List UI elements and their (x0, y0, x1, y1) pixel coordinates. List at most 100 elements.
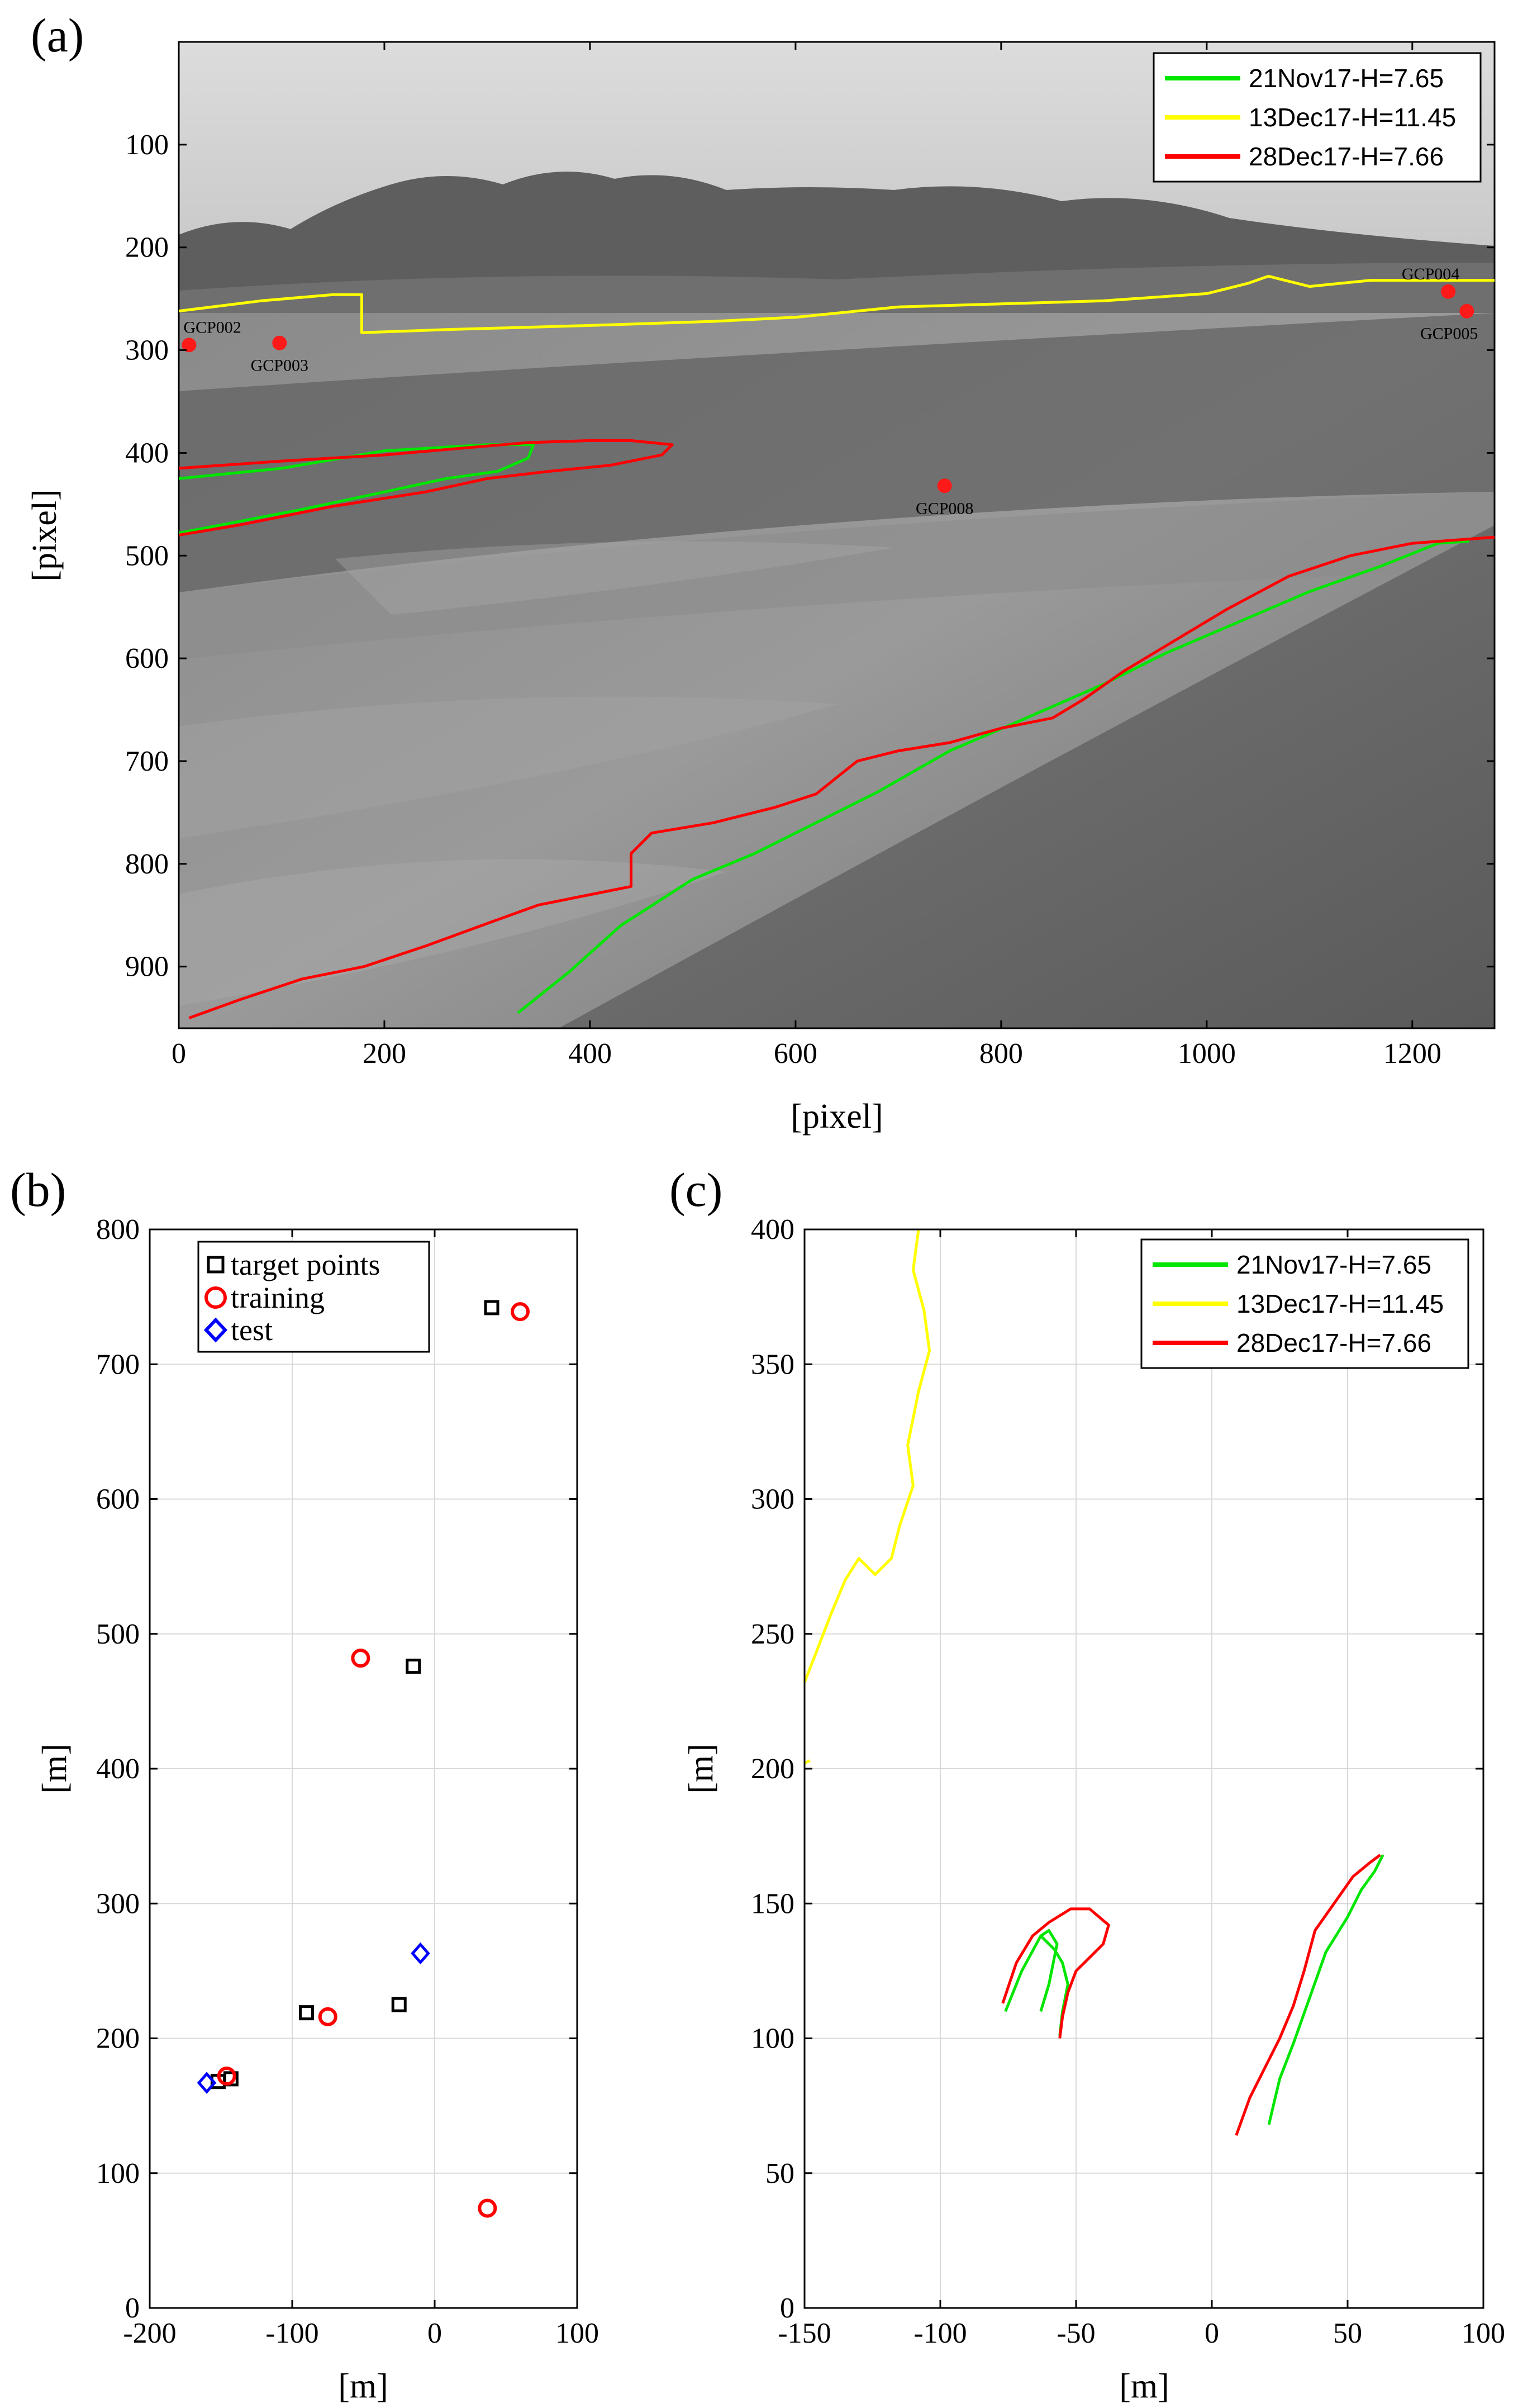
x-tick-label: -50 (1057, 2317, 1095, 2349)
legend-c-text-2: 28Dec17-H=7.66 (1236, 1328, 1431, 1357)
x-tick-label: 600 (774, 1038, 817, 1070)
series-line-13Dec17-H=11.45 (803, 1759, 811, 1765)
y-tick-label: 700 (96, 1348, 140, 1380)
legend-b-marker-square (207, 1256, 225, 1274)
marker-target-point (484, 1300, 499, 1315)
panel-b-points (197, 1300, 530, 2218)
panel-a-gcp-points: GCP002 GCP003 GCP004 GCP005 GCP008 (182, 265, 1478, 517)
gcp-point (182, 338, 197, 353)
x-tick-label: 0 (427, 2317, 442, 2349)
marker-training (217, 2067, 236, 2086)
gcp-label: GCP003 (251, 357, 308, 375)
x-tick-label: 100 (1462, 2317, 1505, 2349)
panel-b-xlabel: [m] (338, 2367, 388, 2405)
panel-a-xlabel: [pixel] (791, 1098, 883, 1136)
marker-target-point (299, 2005, 314, 2021)
panel-c-legend: 21Nov17-H=7.65 13Dec17-H=11.45 28Dec17-H… (1140, 1238, 1469, 1369)
y-tick-label: 200 (751, 1753, 794, 1785)
legend-a-text-0: 21Nov17-H=7.65 (1249, 64, 1444, 93)
y-tick-label: 300 (125, 335, 169, 367)
legend-a-text-2: 28Dec17-H=7.66 (1249, 142, 1444, 171)
marker-target-point (391, 1997, 407, 2012)
x-tick-label: 800 (979, 1038, 1023, 1070)
gcp-point (272, 335, 287, 350)
series-line-28Dec17-H=7.66 (1001, 1907, 1110, 2039)
marker-training (478, 2198, 497, 2218)
y-tick-label: 0 (125, 2292, 140, 2324)
y-tick-label: 400 (125, 437, 169, 469)
panel-b-ticks: -200 -100 0 100 0 100 200 300 400 500 600 700 800 (96, 1214, 599, 2349)
y-tick-label: 800 (96, 1214, 140, 1246)
marker-training (351, 1649, 370, 1668)
series-line-21Nov17-H=7.65 (517, 540, 1469, 1014)
gcp-label: GCP008 (916, 499, 973, 517)
legend-b-text-1: training (231, 1281, 325, 1314)
series-line-28Dec17-H=7.66 (179, 439, 674, 536)
y-tick-label: 300 (96, 1888, 140, 1920)
panel-a-legend: 21Nov17-H=7.65 13Dec17-H=11.45 28Dec17-H… (1153, 52, 1482, 183)
gcp-point (1459, 303, 1474, 319)
panel-a-ticks: 0 200 400 600 800 1000 1200 100 200 300 400 500 600 7… (125, 42, 1495, 1070)
y-tick-label: 200 (96, 2023, 140, 2055)
y-tick-label: 500 (125, 540, 169, 572)
series-line-21Nov17-H=7.65 (1267, 1854, 1384, 2125)
x-tick-label: -100 (913, 2317, 967, 2349)
panel-c-label: (c) (669, 1163, 722, 1217)
y-tick-label: 0 (780, 2292, 794, 2324)
series-line-28Dec17-H=7.66 (188, 535, 1495, 1019)
panel-b-ylabel: [m] (36, 1744, 74, 1794)
series-line-28Dec17-H=7.66 (1235, 1854, 1381, 2136)
y-tick-label: 300 (751, 1484, 794, 1516)
marker-test (197, 2072, 217, 2094)
panel-c-series (803, 1229, 1384, 2136)
y-tick-label: 700 (125, 745, 169, 777)
marker-target-point (406, 1659, 421, 1674)
panel-c-ylabel: [m] (682, 1744, 720, 1794)
x-tick-label: -150 (778, 2317, 831, 2349)
y-tick-label: 800 (125, 848, 169, 880)
gcp-point (937, 478, 952, 493)
panel-a: (a) GCP002 GCP003 GCP004 GCP005 GCP008 0 200 4… (26, 8, 1496, 1136)
gcp-label: GCP002 (183, 318, 241, 336)
y-tick-label: 100 (125, 129, 169, 161)
legend-b-marker-diamond (203, 1317, 228, 1343)
legend-c-text-0: 21Nov17-H=7.65 (1236, 1250, 1431, 1279)
x-tick-label: 100 (555, 2317, 599, 2349)
marker-test (411, 1942, 430, 1965)
y-tick-label: 350 (751, 1348, 794, 1380)
panel-b: (b) -200 -100 0 100 0 100 200 300 400 500 600 700 80… (10, 1163, 599, 2405)
panel-c: (c) -150 -100 -50 0 50 100 0 50 100 150 200 250 300 3… (669, 1163, 1505, 2405)
x-tick-label: 400 (568, 1038, 612, 1070)
panel-c-xlabel: [m] (1119, 2367, 1169, 2405)
y-tick-label: 900 (125, 951, 169, 983)
legend-b-text-2: test (231, 1313, 273, 1347)
x-tick-label: 200 (363, 1038, 406, 1070)
series-line-21Nov17-H=7.65 (1004, 1929, 1059, 2012)
y-tick-label: 100 (751, 2023, 794, 2055)
y-tick-label: 400 (96, 1753, 140, 1785)
series-line-13Dec17-H=11.45 (803, 1229, 931, 1683)
x-tick-label: 0 (1205, 2317, 1219, 2349)
y-tick-label: 200 (125, 232, 169, 264)
panel-a-ylabel: [pixel] (26, 489, 64, 581)
gcp-point (1441, 284, 1456, 299)
marker-training (511, 1302, 530, 1322)
y-tick-label: 600 (96, 1484, 140, 1516)
y-tick-label: 50 (765, 2158, 794, 2189)
y-tick-label: 100 (96, 2158, 140, 2189)
panel-c-ticks: -150 -100 -50 0 50 100 0 50 100 150 200 250 300 350 40… (751, 1214, 1505, 2349)
legend-c-text-1: 13Dec17-H=11.45 (1236, 1289, 1444, 1318)
y-tick-label: 250 (751, 1618, 794, 1650)
y-tick-label: 600 (125, 643, 169, 675)
y-tick-label: 150 (751, 1888, 794, 1920)
panel-b-legend: target points training test (197, 1241, 430, 1353)
legend-b-text-0: target points (231, 1248, 380, 1281)
panel-b-label: (b) (10, 1163, 66, 1217)
panel-a-series (179, 274, 1495, 1019)
x-tick-label: -200 (123, 2317, 176, 2349)
x-tick-label: 0 (172, 1038, 186, 1070)
x-tick-label: 1200 (1383, 1038, 1441, 1070)
x-tick-label: 50 (1333, 2317, 1362, 2349)
y-tick-label: 400 (751, 1214, 794, 1246)
